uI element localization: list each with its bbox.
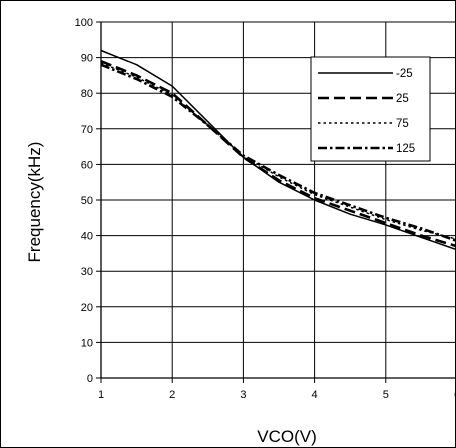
y-tick-label: 60: [81, 159, 93, 171]
x-tick-label: 5: [383, 389, 389, 401]
y-tick-label: 10: [81, 337, 93, 349]
y-axis-title: Frequency(kHz): [25, 142, 44, 263]
x-axis-title: VCO(V): [257, 427, 317, 446]
y-tick-label: 100: [75, 17, 93, 29]
x-tick-label: 6: [454, 389, 456, 401]
x-tick-label: 2: [169, 389, 175, 401]
y-tick-label: 40: [81, 231, 93, 243]
y-tick-label: 20: [81, 302, 93, 314]
axes: [96, 21, 456, 383]
legend-label: -25: [396, 68, 413, 80]
y-tick-label: 90: [81, 53, 93, 65]
y-tick-label: 70: [81, 124, 93, 136]
series-lines: [100, 49, 456, 251]
y-tick-label: 0: [87, 373, 93, 385]
y-tick-label: 30: [81, 266, 93, 278]
y-tick-label: 80: [81, 88, 93, 100]
series-line-125: [100, 63, 456, 242]
legend-box: [310, 56, 431, 162]
legend-label: 125: [396, 143, 415, 155]
legend: -25 25 75 125: [310, 56, 431, 162]
legend-label: 25: [396, 93, 409, 105]
series-line-25-neg: [100, 49, 456, 251]
x-tick-label: 3: [240, 389, 246, 401]
tick-labels: 0 10 20 30 40 50 60 70 80 90 100 1 2 3 4 5 6: [75, 17, 456, 401]
legend-label: 75: [396, 118, 409, 130]
x-tick-label: 4: [312, 389, 318, 401]
y-tick-label: 50: [81, 195, 93, 207]
x-tick-label: 1: [98, 389, 104, 401]
series-line-25: [100, 59, 456, 248]
